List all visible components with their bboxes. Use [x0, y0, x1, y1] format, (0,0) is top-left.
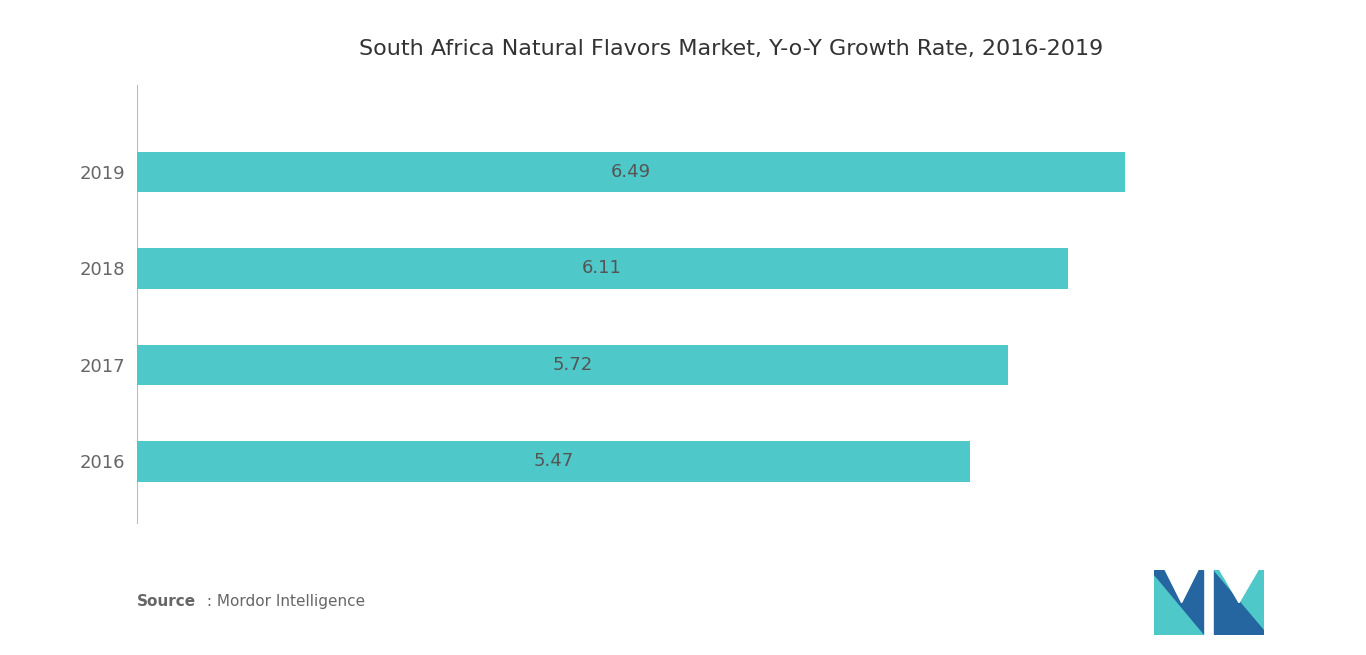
- Polygon shape: [1214, 570, 1264, 635]
- Text: 6.11: 6.11: [582, 259, 622, 278]
- Bar: [137, 248, 1068, 289]
- Bar: [137, 345, 1008, 385]
- Polygon shape: [1220, 570, 1258, 603]
- Text: : Mordor Intelligence: : Mordor Intelligence: [202, 594, 365, 609]
- Polygon shape: [1154, 576, 1203, 635]
- Polygon shape: [1214, 570, 1264, 629]
- Polygon shape: [1165, 570, 1198, 603]
- Text: 6.49: 6.49: [611, 163, 652, 181]
- Text: 5.47: 5.47: [533, 453, 574, 470]
- Polygon shape: [1154, 570, 1203, 635]
- Bar: [137, 152, 1126, 192]
- Text: Source: Source: [137, 594, 195, 609]
- Text: 5.72: 5.72: [552, 356, 593, 374]
- Title: South Africa Natural Flavors Market, Y-o-Y Growth Rate, 2016-2019: South Africa Natural Flavors Market, Y-o…: [359, 39, 1102, 58]
- Bar: [137, 441, 970, 481]
